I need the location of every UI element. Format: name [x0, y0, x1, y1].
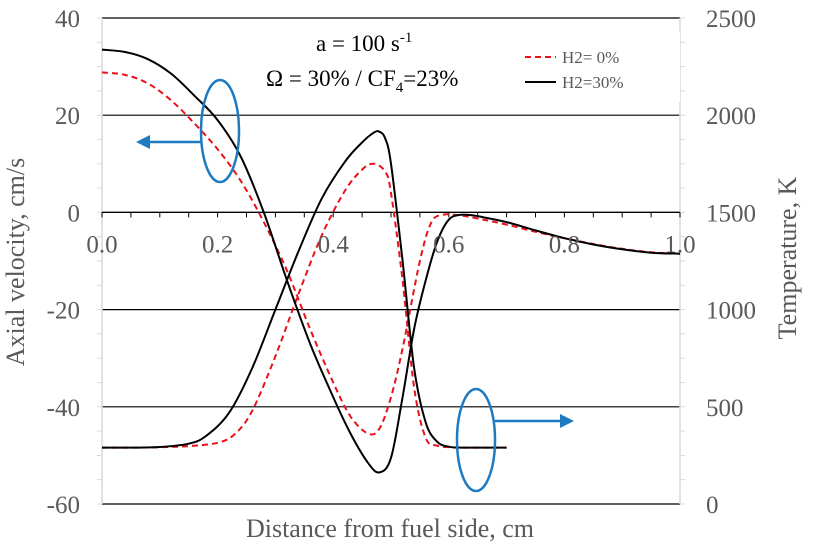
y2-tick-label-1: 2000: [706, 103, 756, 130]
cf4-tail: =23%: [403, 66, 458, 91]
y-tick-label-4: -40: [47, 395, 80, 422]
right-arrow-head: [560, 414, 574, 428]
y-axis-title: Axial velocity, cm/s: [1, 158, 30, 366]
y-tick-label-3: -20: [47, 298, 80, 325]
omega-annotation: Ω = 30% / CF4=23%: [266, 66, 458, 96]
x-tick-label-2: 0.4: [318, 231, 350, 258]
temperature-curves-ellipse: [455, 387, 497, 493]
legend-label-h2-30: H2=30%: [562, 73, 624, 92]
y2-tick-label-2: 1500: [706, 200, 756, 227]
strain-rate-text: a = 100 s: [316, 31, 400, 56]
x-tick-label-1: 0.2: [202, 231, 233, 258]
y2-axis-title: Temperature, K: [773, 176, 802, 339]
series-0-velocity-line: [101, 71, 681, 436]
y-tick-label-2: 0: [68, 200, 81, 227]
y2-tick-label-3: 1000: [706, 298, 756, 325]
y-tick-label-1: 20: [55, 103, 80, 130]
legend-label-h2-0: H2= 0%: [562, 48, 619, 67]
y2-tick-label-4: 500: [706, 395, 744, 422]
x-tick-label-3: 0.6: [433, 231, 464, 258]
left-arrow-head: [136, 135, 150, 149]
velocity-curves-ellipse: [199, 78, 241, 184]
omega-text: Ω = 30% / CF: [266, 66, 396, 91]
x-axis-title: Distance from fuel side, cm: [246, 514, 534, 543]
legend-box: [520, 32, 680, 102]
y-tick-label-5: -60: [47, 492, 80, 519]
y2-tick-label-5: 0: [706, 492, 719, 519]
strain-rate-annotation: a = 100 s-1: [316, 30, 412, 56]
series-0-temperature-line: [101, 162, 507, 449]
strain-rate-exponent: -1: [400, 30, 413, 46]
x-tick-label-4: 0.8: [549, 231, 580, 258]
series-1-velocity-line: [101, 48, 681, 474]
x-tick-label-5: 1.0: [664, 231, 695, 258]
cf4-subscript: 4: [396, 80, 404, 96]
y2-tick-label-0: 2500: [706, 6, 756, 33]
x-tick-label-0: 0.0: [86, 231, 117, 258]
y-tick-label-0: 40: [55, 6, 80, 33]
